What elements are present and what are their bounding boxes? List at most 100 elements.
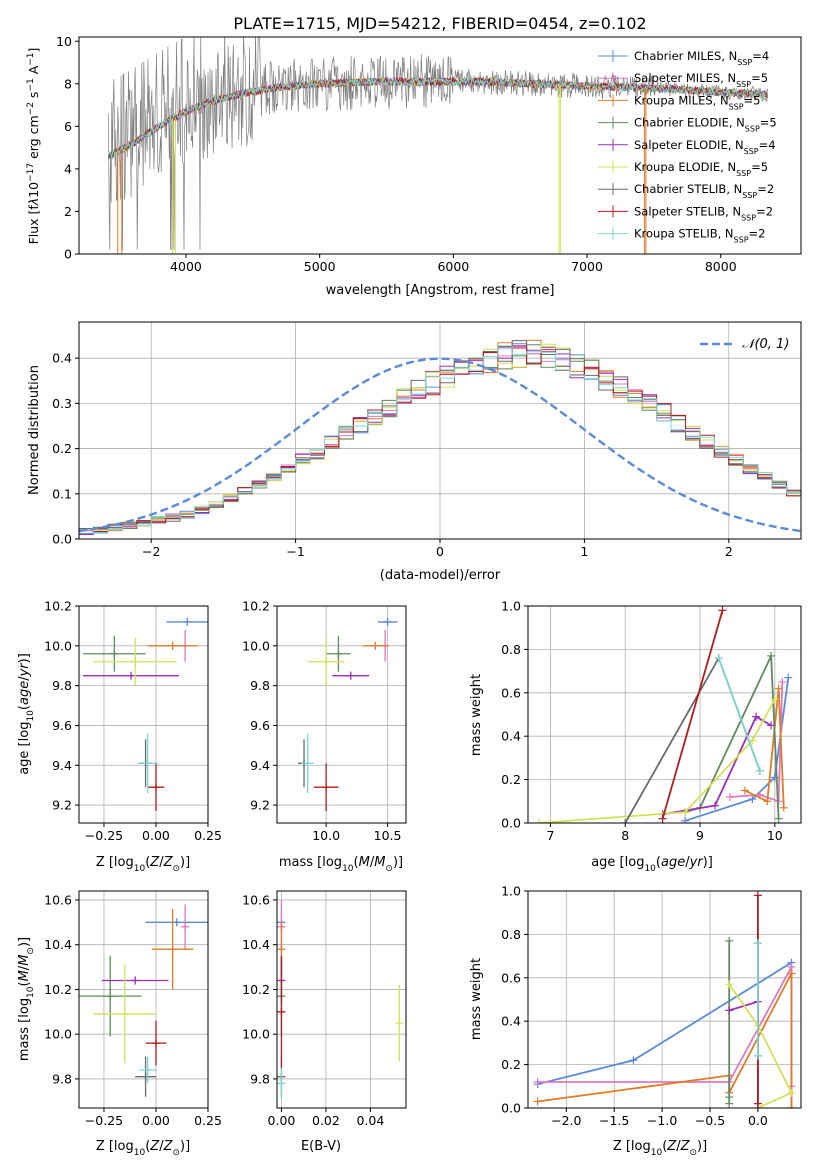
mass-vs-z-panel: −0.25 0.00 0.25 9.8 10.0 10.2 10.4 10.6 — [44, 890, 222, 1128]
x-tick-label: −1.5 — [599, 1113, 629, 1128]
y-tick-label: 4 — [64, 161, 72, 176]
y-tick-label: 10.0 — [242, 1027, 270, 1042]
x-tick-label: 0 — [436, 544, 444, 559]
x-tick-label: −1 — [286, 544, 304, 559]
plot-area — [107, 37, 768, 254]
y-tick-label: 0.8 — [501, 927, 521, 942]
x-tick-label: 0.00 — [142, 1113, 170, 1128]
y-tick-label: 6 — [64, 119, 72, 134]
y-tick-label: 9.8 — [52, 1071, 72, 1086]
y-tick-label: 0.2 — [501, 1057, 521, 1072]
observed-spectrum — [108, 37, 768, 250]
axes-frame — [527, 890, 802, 1109]
x-tick-label: 6000 — [437, 259, 469, 274]
y-tick-label: 10.2 — [242, 599, 270, 614]
residuals-panel: −2 −1 0 1 2 0.0 0.1 0.2 0.3 0.4 𝒩(0, 1) — [52, 321, 802, 559]
spectrum-panel: 4000 5000 6000 7000 8000 0 2 4 6 8 10 Chabrier MILE… — [56, 34, 802, 274]
series-kroupa_stelib — [717, 657, 761, 772]
series-salpeter_miles — [537, 966, 793, 1087]
spectrum-title: PLATE=1715, MJD=54212, FIBERID=0454, z=0… — [233, 14, 646, 33]
w-age-xlabel: age [log10(age/yr)] — [591, 855, 713, 874]
legend-normal-label: 𝒩(0, 1) — [742, 337, 789, 352]
plot-area — [83, 617, 208, 812]
x-tick-label: 8 — [621, 828, 629, 843]
y-tick-label: 10.0 — [44, 1027, 72, 1042]
age-z-xlabel: Z [log10(Z/Z⊙)] — [96, 855, 190, 874]
y-tick-label: 10.6 — [242, 892, 270, 907]
x-tick-label: 0.00 — [142, 828, 170, 843]
x-tick-label: 7 — [546, 828, 554, 843]
y-tick-label: 9.4 — [250, 758, 270, 773]
y-tick-label: 9.6 — [250, 718, 270, 733]
y-tick-label: 2 — [64, 204, 72, 219]
x-tick-label: 0.25 — [194, 1113, 222, 1128]
x-tick-label: −0.25 — [85, 1113, 123, 1128]
y-tick-label: 10.2 — [44, 599, 72, 614]
x-tick-label: 9 — [696, 828, 704, 843]
y-tick-label: 0.1 — [52, 486, 72, 501]
x-tick-label: 5000 — [304, 259, 336, 274]
hist-salpeter_stelib — [79, 346, 801, 532]
mass-z-xlabel: Z [log10(Z/Z⊙)] — [96, 1139, 190, 1158]
x-tick-label: 4000 — [170, 259, 202, 274]
x-tick-label: 0.04 — [356, 1113, 384, 1128]
plot-area — [277, 899, 404, 1100]
x-tick-label: −0.5 — [695, 1113, 725, 1128]
y-tick-label: 0.3 — [52, 396, 72, 411]
y-tick-label: 0.8 — [501, 642, 521, 657]
legend-label-kroupa_elodie: Kroupa ELODIE, NSSP=5 — [634, 160, 768, 178]
y-tick-label: 10.2 — [44, 982, 72, 997]
y-tick-label: 9.8 — [250, 678, 270, 693]
series-salpeter_stelib — [661, 610, 724, 819]
legend-label-chabrier_stelib: Chabrier STELIB, NSSP=2 — [634, 182, 774, 200]
y-tick-label: 0.6 — [501, 970, 521, 985]
y-tick-label: 1.0 — [501, 599, 521, 614]
y-tick-label: 10.0 — [44, 638, 72, 653]
plot-area — [533, 891, 796, 1108]
y-tick-label: 0.4 — [501, 729, 521, 744]
y-tick-label: 0.4 — [52, 351, 72, 366]
y-tick-label: 9.2 — [52, 798, 72, 813]
residuals-ylabel: Normed distribution — [27, 365, 42, 495]
legend-label-kroupa_stelib: Kroupa STELIB, NSSP=2 — [634, 227, 765, 245]
y-tick-label: 9.4 — [52, 758, 72, 773]
x-tick-label: 1 — [580, 544, 588, 559]
axes-frame — [78, 890, 209, 1109]
x-tick-label: −0.25 — [85, 828, 123, 843]
x-tick-label: 0.00 — [268, 1113, 296, 1128]
plot-area — [535, 606, 793, 823]
axes-frame — [276, 605, 407, 824]
x-tick-label: 2 — [725, 544, 733, 559]
y-tick-label: 0.2 — [52, 441, 72, 456]
legend-label-salpeter_miles: Salpeter MILES, NSSP=5 — [634, 71, 768, 89]
mass-ebv-xlabel: E(B-V) — [301, 1139, 341, 1154]
x-tick-label: 0.25 — [194, 828, 222, 843]
y-tick-label: 0.0 — [501, 1101, 521, 1116]
y-tick-label: 0.4 — [501, 1014, 521, 1029]
age-z-ylabel: age [log10(age/yr)] — [17, 653, 36, 775]
x-tick-label: 10.5 — [374, 828, 402, 843]
axes-frame — [527, 605, 802, 824]
model-spectrum-kroupa_stelib — [107, 76, 768, 158]
y-tick-label: 0.2 — [501, 772, 521, 787]
y-tick-label: 0.6 — [501, 685, 521, 700]
plot-area — [79, 339, 801, 535]
x-tick-label: 10 — [767, 828, 783, 843]
series-chabrier_stelib — [624, 655, 761, 823]
y-tick-label: 9.8 — [250, 1071, 270, 1086]
x-tick-label: −2 — [142, 544, 160, 559]
mass-z-ylabel: mass [log10(M/M⊙)] — [17, 937, 36, 1061]
spectrum-ylabel: Flux [fλ10−17 erg cm−2 s−1 A−1] — [26, 48, 41, 245]
y-tick-label: 10.4 — [44, 937, 72, 952]
y-tick-label: 0 — [64, 247, 72, 262]
legend-label-salpeter_stelib: Salpeter STELIB, NSSP=2 — [634, 204, 773, 222]
residuals-xlabel: (data-model)/error — [380, 568, 501, 583]
y-tick-label: 8 — [64, 76, 72, 91]
x-tick-label: −2.0 — [551, 1113, 581, 1128]
x-tick-label: 0.02 — [312, 1113, 340, 1128]
y-tick-label: 10 — [56, 34, 72, 49]
w-z-ylabel: mass weight — [469, 958, 484, 1040]
x-tick-label: 10.0 — [312, 828, 340, 843]
weight-vs-z-panel: −2.0 −1.5 −1.0 −0.5 0.0 0.0 0.2 0.4 0.6 0.8 1.0 — [501, 884, 802, 1128]
